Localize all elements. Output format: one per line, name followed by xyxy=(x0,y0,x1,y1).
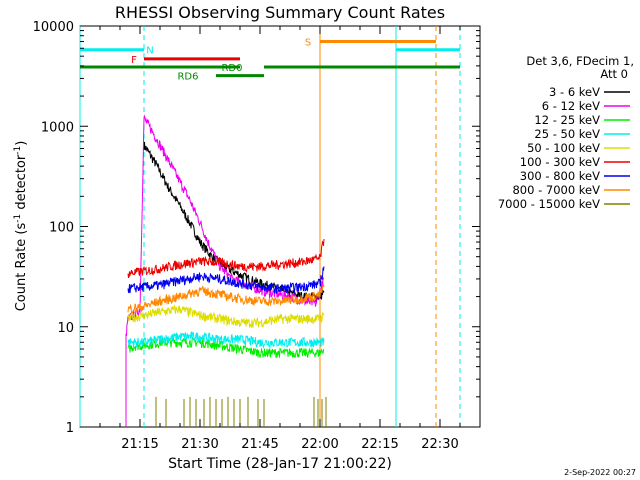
legend-header-line1: Det 3,6, FDecim 1, xyxy=(526,54,634,68)
y-tick-label: 1 xyxy=(66,421,74,436)
axes: 21:15 21:30 21:45 22:00 22:15 22:30 1 10 100 1000… xyxy=(33,20,480,452)
y-label-end: ) xyxy=(14,141,29,146)
footer-date: 2-Sep-2022 00:27 xyxy=(564,468,636,477)
series-line-5 xyxy=(127,238,325,279)
legend-label: 12 - 25 keV xyxy=(534,113,600,127)
legend-header-line2: Att 0 xyxy=(600,67,628,81)
plot-frame xyxy=(79,25,481,428)
series-line-7 xyxy=(127,283,325,314)
legend-label: 300 - 800 keV xyxy=(520,169,600,183)
flag-label-rd0: RD0 xyxy=(221,63,242,74)
flag-label-n: N xyxy=(146,46,153,57)
legend-label: 100 - 300 keV xyxy=(520,155,600,169)
series-lines xyxy=(125,114,327,427)
flag-bars: NF RD0 RD6 S xyxy=(80,38,460,83)
legend-label: 6 - 12 keV xyxy=(542,99,600,113)
x-tick-label: 21:15 xyxy=(121,437,158,452)
series-line-6 xyxy=(127,266,325,294)
series-line-2 xyxy=(127,336,325,359)
y-tick-label: 10 xyxy=(57,321,74,336)
x-axis-label: Start Time (28-Jan-17 21:00:22) xyxy=(168,456,392,472)
x-tick-label: 22:15 xyxy=(361,437,398,452)
chart-title: RHESSI Observing Summary Count Rates xyxy=(115,3,445,22)
y-label-sup1: -1 xyxy=(13,214,23,223)
y-axis-label: Count Rate (s-1 detector-1) xyxy=(13,141,29,312)
high-energy-spikes xyxy=(155,396,327,427)
y-tick-label: 100 xyxy=(49,221,74,236)
series-line-4 xyxy=(127,304,325,329)
y-tick-label: 10000 xyxy=(33,20,74,35)
y-label-main: Count Rate (s xyxy=(14,223,29,312)
flag-label-rd6: RD6 xyxy=(177,72,198,83)
legend-label: 25 - 50 keV xyxy=(534,127,600,141)
flag-label-f: F xyxy=(131,55,137,66)
series-line-3 xyxy=(127,331,325,349)
x-tick-label: 21:30 xyxy=(181,437,218,452)
flag-label-s: S xyxy=(305,38,311,49)
x-tick-label: 22:30 xyxy=(421,437,458,452)
x-tick-label: 21:45 xyxy=(241,437,278,452)
legend-label: 3 - 6 keV xyxy=(549,85,600,99)
legend-label: 50 - 100 keV xyxy=(527,141,600,155)
legend-label: 800 - 7000 keV xyxy=(512,183,600,197)
legend-label: 7000 - 15000 keV xyxy=(498,197,600,211)
vertical-markers xyxy=(79,26,461,427)
x-tick-label: 22:00 xyxy=(301,437,338,452)
y-label-mid: detector xyxy=(14,154,29,214)
y-tick-label: 1000 xyxy=(41,120,74,135)
series-line-1 xyxy=(125,114,324,427)
y-label-sup2: -1 xyxy=(13,146,23,155)
